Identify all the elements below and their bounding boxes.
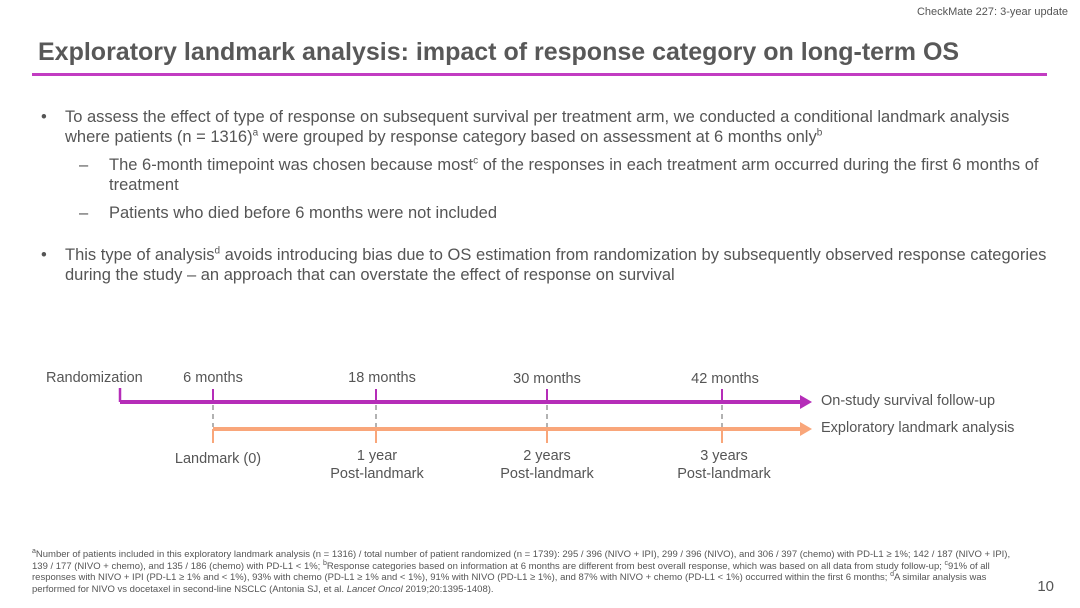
label-42-months: 42 months [691,371,759,387]
label-follow-up: On-study survival follow-up [821,393,996,409]
bullet-text: avoids introducing bias due to OS estima… [65,246,1047,284]
footnote-text: A similar analysis was performed for NIV… [32,572,987,595]
bullet-dash: – [79,156,89,174]
label-6-months: 6 months [183,370,243,386]
bullet-list: • To assess the effect of type of respon… [0,107,1080,285]
superscript: a [252,127,259,139]
label-1-year: 1 year Post-landmark [330,447,423,483]
superscript: c [473,155,479,167]
dashed-connectors [212,405,723,427]
bullet-1: • To assess the effect of type of respon… [41,107,1050,147]
bullet-dot: • [41,246,47,264]
follow-up-arrow [118,388,812,409]
superscript: b [322,559,327,567]
label-line: Post-landmark [330,466,424,482]
bullet-dot: • [41,108,47,126]
landmark-arrow [212,422,812,443]
page-title: Exploratory landmark analysis: impact of… [38,38,960,66]
label-landmark-analysis: Exploratory landmark analysis [821,420,1015,436]
bullet-text: This type of analysis [65,246,215,264]
label-line: 2 years [523,448,571,464]
bullet-text: The 6-month timepoint was chosen because… [109,156,474,174]
bullet-text: To assess the effect of type of response… [65,108,1010,146]
label-line: Post-landmark [500,466,594,482]
label-30-months: 30 months [513,371,581,387]
sub-bullet-1: – The 6-month timepoint was chosen becau… [79,155,1054,195]
label-randomization: Randomization [46,370,143,386]
superscript: d [890,570,894,578]
label-3-years: 3 years Post-landmark [677,447,770,483]
footnote: aNumber of patients included in this exp… [32,547,1017,595]
footnote-text: 91% of all responses with NIVO + IPI (PD… [32,560,990,584]
footnote-text: Number of patients included in this expl… [32,549,1011,572]
label-line: Landmark (0) [174,451,262,467]
label-line: Post-landmark [677,466,771,482]
bullet-text: were grouped by response category based … [258,128,817,146]
sub-bullet-2: – Patients who died before 6 months were… [79,203,1054,223]
superscript: d [214,245,221,257]
superscript: a [32,547,36,555]
footnote-text: Response categories based on information… [326,560,945,572]
bullet-text: Patients who died before 6 months were n… [109,204,497,222]
label-2-years: 2 years Post-landmark [500,447,593,483]
bullet-text: of the responses in each treatment arm o… [109,156,1039,194]
title-divider [32,73,1047,76]
label-line: 3 years [700,448,748,464]
journal-name: Lancet Oncol [346,583,403,595]
header-study-label: CheckMate 227: 3-year update [916,6,1068,18]
superscript: c [944,559,949,567]
superscript: b [816,127,823,139]
label-18-months: 18 months [348,370,416,386]
page-number: 10 [1037,578,1054,595]
label-landmark-0: Landmark (0) [175,450,261,468]
bullet-2: • This type of analysisd avoids introduc… [41,245,1050,285]
bullet-dash: – [79,204,89,222]
footnote-text: 2019;20:1395-1408). [402,583,494,595]
label-line: 1 year [356,448,398,464]
